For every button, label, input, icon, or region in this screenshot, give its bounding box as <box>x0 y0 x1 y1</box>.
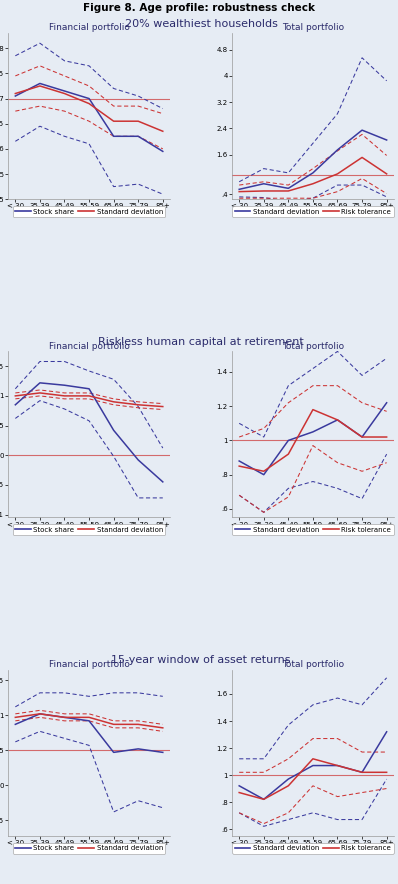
Title: Total portfolio: Total portfolio <box>282 660 344 669</box>
Legend: Standard deviation, Risk tolerance: Standard deviation, Risk tolerance <box>232 842 394 854</box>
Legend: Stock share, Standard deviation: Stock share, Standard deviation <box>13 842 165 854</box>
Title: Financial portfolio: Financial portfolio <box>49 23 129 33</box>
X-axis label: Age: Age <box>82 848 96 853</box>
Text: 20% wealthiest households: 20% wealthiest households <box>125 19 277 29</box>
Text: 15-year window of asset returns: 15-year window of asset returns <box>111 655 291 666</box>
X-axis label: Age: Age <box>82 529 96 535</box>
X-axis label: Age: Age <box>306 848 320 853</box>
Legend: Standard deviation, Risk tolerance: Standard deviation, Risk tolerance <box>232 206 394 217</box>
Title: Financial portfolio: Financial portfolio <box>49 660 129 669</box>
Title: Total portfolio: Total portfolio <box>282 341 344 351</box>
Text: Riskless human capital at retirement: Riskless human capital at retirement <box>98 337 304 347</box>
Text: Figure 8. Age profile: robustness check: Figure 8. Age profile: robustness check <box>83 3 315 12</box>
Legend: Standard deviation, Risk tolerance: Standard deviation, Risk tolerance <box>232 524 394 535</box>
X-axis label: Age: Age <box>306 210 320 217</box>
Title: Total portfolio: Total portfolio <box>282 23 344 33</box>
Title: Financial portfolio: Financial portfolio <box>49 341 129 351</box>
X-axis label: Age: Age <box>306 529 320 535</box>
Legend: Stock share, Standard deviation: Stock share, Standard deviation <box>13 524 165 535</box>
X-axis label: Age: Age <box>82 210 96 217</box>
Legend: Stock share, Standard deviation: Stock share, Standard deviation <box>13 206 165 217</box>
